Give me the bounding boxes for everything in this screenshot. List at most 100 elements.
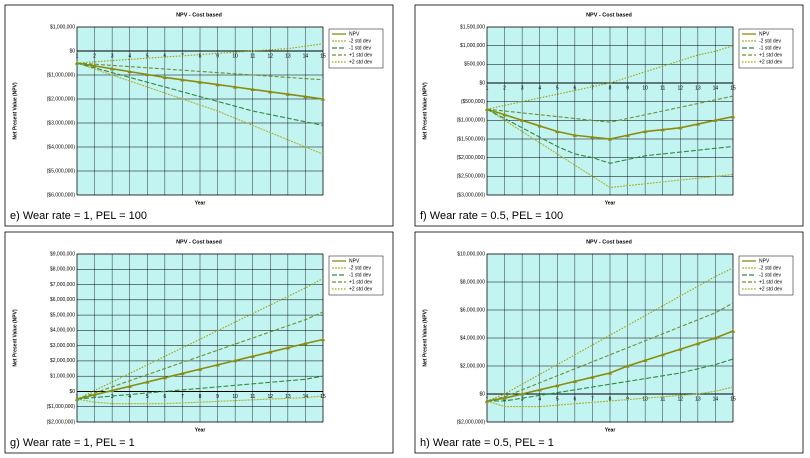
series-line bbox=[76, 62, 324, 126]
data-point bbox=[145, 379, 150, 384]
data-point bbox=[502, 112, 507, 117]
x-tick-label: 12 bbox=[678, 396, 684, 402]
x-tick-label: 8 bbox=[199, 394, 202, 400]
series-line bbox=[76, 395, 324, 405]
x-tick-label: 13 bbox=[285, 394, 291, 400]
data-point bbox=[537, 123, 542, 128]
chart-title: NPV - Cost based bbox=[176, 239, 222, 245]
series-line bbox=[76, 277, 324, 400]
x-tick-label: 1 bbox=[76, 394, 79, 400]
series-line bbox=[486, 95, 734, 123]
data-point bbox=[660, 352, 665, 357]
x-tick-label: 10 bbox=[232, 394, 238, 400]
y-tick-label: $10,000,000 bbox=[457, 251, 485, 257]
data-point bbox=[678, 125, 683, 130]
y-tick-label: $0 bbox=[479, 391, 485, 397]
x-tick-label: 13 bbox=[285, 53, 291, 59]
x-tick-label: 11 bbox=[250, 53, 255, 59]
data-point bbox=[625, 363, 630, 368]
x-tick-label: 15 bbox=[320, 53, 326, 59]
chart-title: NPV - Cost based bbox=[586, 12, 632, 18]
x-tick-label: 6 bbox=[163, 394, 166, 400]
x-tick-label: 13 bbox=[695, 85, 701, 91]
legend-label: -2 std dev bbox=[349, 265, 371, 271]
y-tick-label: $0 bbox=[479, 80, 485, 86]
y-tick-label: ($1,500,000) bbox=[457, 136, 486, 142]
y-tick-label: $1,000,000 bbox=[50, 24, 75, 30]
y-tick-label: $2,000,000 bbox=[50, 358, 75, 364]
data-point bbox=[285, 345, 291, 350]
y-tick-label: ($2,500,000) bbox=[457, 174, 486, 180]
legend-label: NPV bbox=[759, 31, 770, 37]
data-point bbox=[320, 337, 326, 342]
y-axis-label: Net Present Value (NPV) bbox=[422, 82, 428, 140]
legend-label: NPV bbox=[759, 258, 770, 264]
data-point bbox=[572, 133, 578, 137]
x-tick-label: 8 bbox=[609, 396, 612, 402]
x-tick-label: 5 bbox=[556, 396, 559, 402]
data-point bbox=[713, 335, 718, 340]
y-tick-label: $3,000,000 bbox=[50, 343, 75, 349]
data-point bbox=[232, 358, 238, 363]
x-tick-label: 9 bbox=[626, 85, 629, 91]
x-tick-label: 9 bbox=[216, 394, 219, 400]
data-point bbox=[127, 384, 132, 388]
x-tick-label: 4 bbox=[538, 396, 541, 402]
data-point bbox=[590, 134, 595, 139]
x-tick-label: 10 bbox=[642, 396, 648, 402]
x-tick-label: 9 bbox=[216, 53, 219, 59]
data-point bbox=[127, 69, 132, 74]
data-point bbox=[197, 366, 203, 371]
caption: e) Wear rate = 1, PEL = 100 bbox=[10, 210, 147, 222]
x-tick-label: 14 bbox=[303, 53, 309, 59]
series-line bbox=[486, 267, 734, 402]
data-point bbox=[572, 379, 578, 383]
x-tick-label: 4 bbox=[128, 53, 131, 59]
series-line bbox=[76, 62, 324, 81]
data-point bbox=[607, 136, 613, 141]
y-tick-label: $0 bbox=[69, 389, 75, 395]
x-tick-label: 5 bbox=[556, 85, 559, 91]
data-point bbox=[555, 383, 560, 388]
y-tick-label: $1,000,000 bbox=[460, 43, 485, 49]
data-point bbox=[109, 388, 115, 393]
data-point bbox=[625, 133, 630, 137]
y-tick-label: ($2,000,000) bbox=[47, 96, 76, 102]
x-tick-label: 2 bbox=[503, 85, 506, 91]
x-tick-label: 13 bbox=[695, 396, 701, 402]
data-point bbox=[215, 82, 220, 87]
y-tick-label: ($2,000,000) bbox=[457, 155, 486, 161]
data-point bbox=[303, 94, 308, 99]
x-tick-label: 8 bbox=[199, 53, 202, 59]
chart-panel: NPV - Cost based $1,000,000 $0 ($1,000,000)… bbox=[4, 4, 394, 227]
series-line bbox=[76, 375, 324, 400]
data-point bbox=[642, 358, 648, 362]
x-tick-label: 2 bbox=[93, 53, 96, 59]
x-tick-label: 5 bbox=[146, 53, 149, 59]
x-tick-label: 1 bbox=[76, 53, 79, 59]
x-axis-label: Year bbox=[195, 200, 206, 206]
x-tick-label: 4 bbox=[128, 394, 131, 400]
series-line bbox=[486, 108, 734, 164]
x-tick-label: 1 bbox=[486, 85, 489, 91]
legend-label: -1 std dev bbox=[349, 45, 371, 51]
x-tick-label: 6 bbox=[573, 85, 576, 91]
data-point bbox=[303, 341, 308, 346]
data-point bbox=[695, 341, 701, 346]
data-point bbox=[695, 121, 701, 126]
x-tick-label: 15 bbox=[730, 396, 736, 402]
data-point bbox=[519, 118, 525, 122]
data-point bbox=[92, 392, 97, 397]
legend-label: -2 std dev bbox=[349, 38, 371, 44]
y-tick-label: $6,000,000 bbox=[460, 307, 485, 313]
legend-label: NPV bbox=[349, 258, 360, 264]
y-tick-label: ($3,000,000) bbox=[457, 192, 486, 198]
data-point bbox=[92, 63, 97, 68]
x-tick-label: 11 bbox=[250, 394, 255, 400]
legend-label: -1 std dev bbox=[759, 45, 781, 51]
data-point bbox=[285, 92, 291, 96]
x-tick-label: 15 bbox=[320, 394, 326, 400]
caption: g) Wear rate = 1, PEL = 1 bbox=[10, 437, 135, 449]
x-tick-label: 4 bbox=[538, 85, 541, 91]
